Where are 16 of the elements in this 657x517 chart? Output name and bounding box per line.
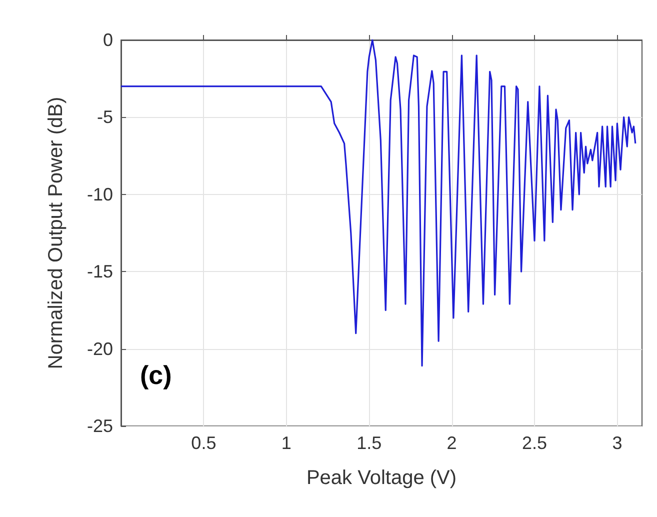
y-tick-label: 0: [102, 30, 113, 50]
y-tick-label: -20: [86, 338, 113, 359]
x-axis-title: Peak Voltage (V): [306, 467, 457, 489]
x-tick-label: 2.5: [522, 433, 548, 453]
x-tick-label: 3: [612, 433, 622, 453]
x-tick-label: 1: [281, 433, 292, 453]
y-axis-title: Normalized Output Power (dB): [45, 96, 67, 370]
y-tick-label: -5: [96, 107, 113, 128]
x-tick-label: 0.5: [191, 433, 216, 453]
y-tick-label: -15: [86, 262, 113, 282]
y-tick-label: -10: [86, 184, 113, 204]
x-tick-label: 2: [446, 433, 457, 453]
annotation: (c): [140, 360, 172, 390]
x-tick-label: 1.5: [356, 433, 382, 453]
line-series: [120, 39, 636, 367]
y-tick-label: -25: [86, 416, 113, 436]
